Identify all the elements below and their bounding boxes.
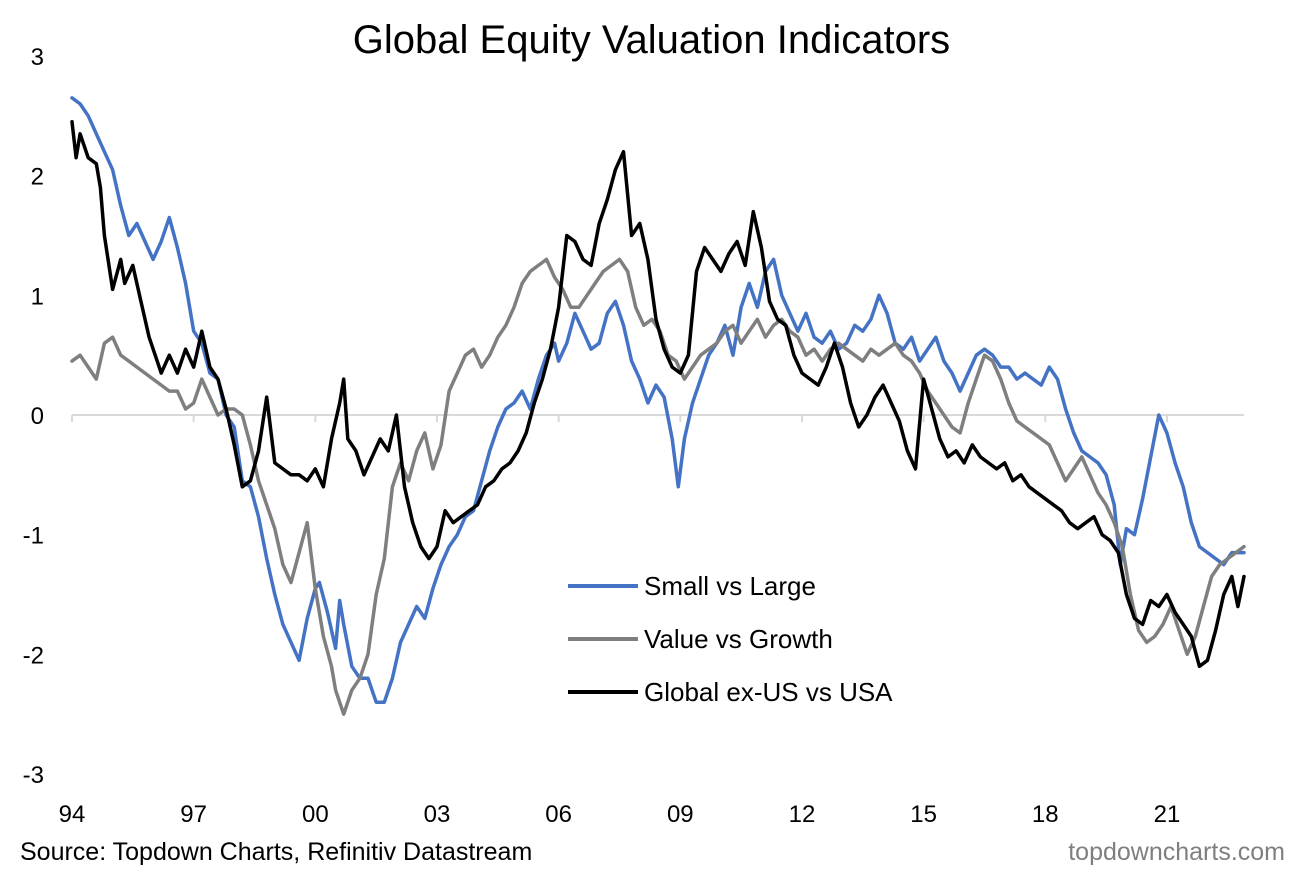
legend-label-value-vs-growth: Value vs Growth [644, 624, 833, 654]
x-tick-label: 15 [910, 801, 937, 828]
y-axis-ticks: 3 2 1 0 -1 -2 -3 [23, 44, 44, 789]
y-tick-label: 0 [31, 403, 44, 430]
series-line-small-vs-large [70, 96, 1246, 704]
y-tick-label: -2 [23, 642, 44, 669]
x-tick-label: 94 [59, 801, 86, 828]
chart-title: Global Equity Valuation Indicators [352, 18, 951, 62]
x-tick-label: 97 [180, 801, 207, 828]
legend-label-global-ex-us-vs-usa: Global ex-US vs USA [644, 677, 893, 707]
x-tick-label: 18 [1032, 801, 1059, 828]
source-note: Source: Topdown Charts, Refinitiv Datast… [20, 838, 533, 866]
x-tick-label: 03 [424, 801, 451, 828]
x-tick-label: 21 [1154, 801, 1181, 828]
x-tick-label: 12 [789, 801, 816, 828]
brand-watermark: topdowncharts.com [1068, 838, 1285, 866]
x-axis-ticks: 94 97 00 03 06 09 12 15 18 21 [59, 801, 1181, 828]
series-lines [70, 96, 1246, 716]
legend: Small vs Large Value vs Growth Global ex… [568, 571, 893, 707]
series-line-global-ex-us-vs-usa [70, 120, 1246, 669]
x-tick-label: 09 [667, 801, 694, 828]
x-tick-label: 00 [302, 801, 329, 828]
y-tick-label: 2 [31, 164, 44, 191]
y-tick-label: 1 [31, 283, 44, 310]
y-tick-label: 3 [31, 44, 44, 71]
x-tick-label: 06 [545, 801, 572, 828]
y-tick-label: -1 [23, 523, 44, 550]
legend-label-small-vs-large: Small vs Large [644, 571, 816, 601]
y-tick-label: -3 [23, 762, 44, 789]
